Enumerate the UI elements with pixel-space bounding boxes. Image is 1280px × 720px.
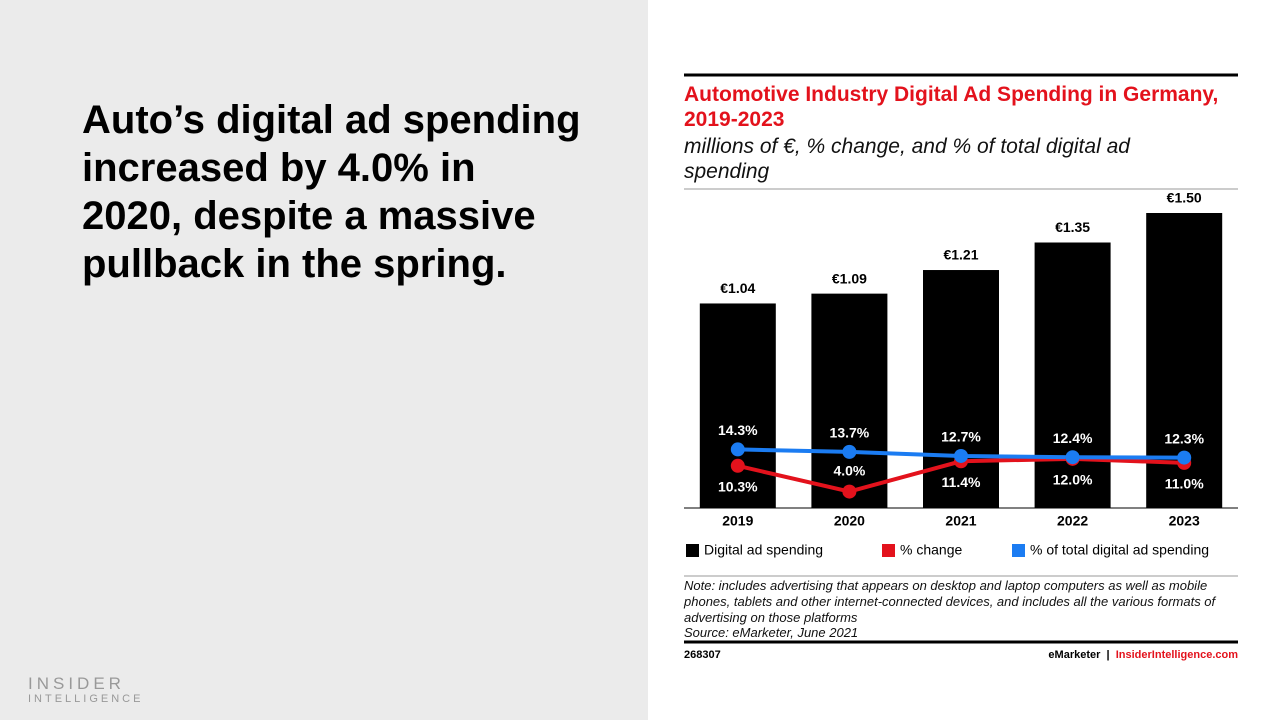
point-label: 14.3% [718, 422, 758, 438]
x-tick-label: 2022 [1057, 513, 1088, 529]
line-point [730, 458, 745, 473]
x-tick-label: 2023 [1169, 513, 1200, 529]
legend-swatch [1012, 544, 1025, 557]
point-label: 11.0% [1165, 476, 1204, 492]
logo-line: INSIDER [28, 674, 125, 693]
legend-label: % change [900, 542, 962, 558]
legend-swatch [686, 544, 699, 557]
point-label: 13.7% [830, 425, 870, 441]
line-point [730, 442, 745, 457]
point-label: 4.0% [833, 462, 865, 478]
bar [1034, 242, 1111, 508]
chart-title: Automotive Industry Digital Ad Spending … [684, 83, 1219, 131]
legend-label: % of total digital ad spending [1030, 542, 1209, 558]
site: InsiderIntelligence.com [1115, 649, 1238, 661]
bar [699, 303, 776, 508]
bar-label: €1.04 [720, 280, 755, 296]
brand: eMarketer [1048, 649, 1101, 661]
point-label: 12.4% [1053, 430, 1093, 446]
point-label: 11.4% [942, 474, 981, 490]
x-tick-label: 2020 [834, 513, 865, 529]
x-tick-label: 2019 [722, 513, 753, 529]
headline: Auto’s digital ad spending increased by … [82, 98, 581, 286]
logo-line: INTELLIGENCE [28, 693, 144, 705]
source: Source: eMarketer, June 2021 [684, 625, 859, 640]
point-label: 12.7% [941, 429, 981, 445]
bar [811, 293, 888, 508]
legend-swatch [882, 544, 895, 557]
bar-label: €1.50 [1167, 190, 1202, 206]
bar [923, 270, 999, 508]
note: Note: includes advertising that appears … [684, 578, 1216, 625]
point-label: 10.3% [718, 479, 758, 495]
left-panel [0, 0, 648, 720]
line-point [1177, 450, 1192, 465]
line-point [954, 448, 968, 463]
chart-subtitle: millions of €, % change, and % of total … [684, 135, 1130, 183]
credit: eMarketer | InsiderIntelligence.com [1048, 649, 1238, 661]
line-point [842, 444, 857, 459]
legend-label: Digital ad spending [704, 542, 823, 558]
line-point [842, 484, 857, 499]
separator: | [1106, 649, 1110, 661]
x-tick-label: 2021 [945, 513, 976, 529]
bar-label: €1.21 [943, 247, 978, 263]
point-label: 12.0% [1053, 472, 1093, 488]
point-label: 12.3% [1164, 430, 1204, 446]
bar-label: €1.09 [832, 270, 867, 286]
line-point [1065, 450, 1080, 465]
chart-id: 268307 [684, 649, 721, 661]
bar-label: €1.35 [1055, 219, 1090, 235]
